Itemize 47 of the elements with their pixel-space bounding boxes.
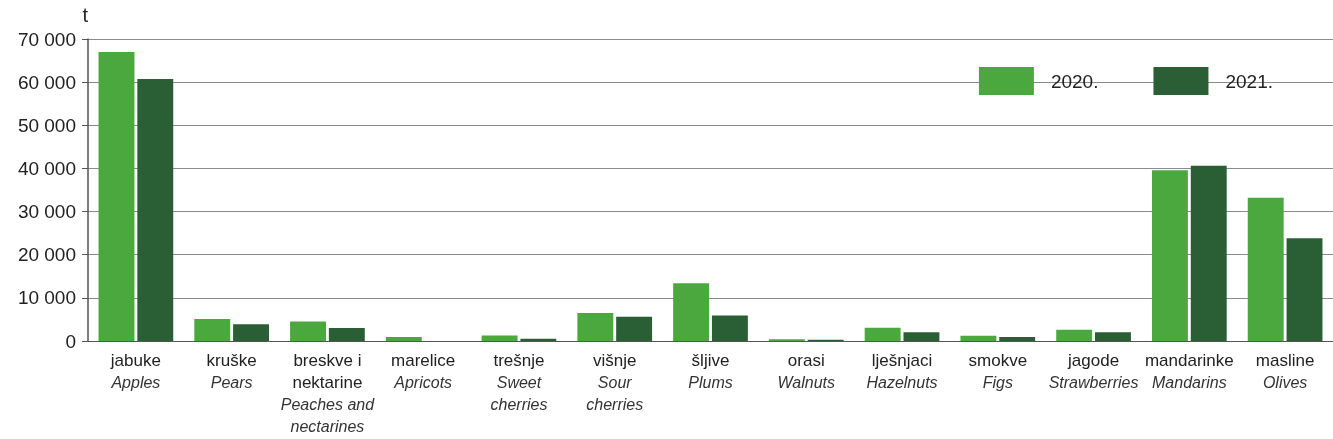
x-tick-label: masline Olives — [1255, 350, 1315, 391]
bar — [481, 335, 518, 341]
bar — [137, 79, 174, 341]
bar — [1247, 197, 1284, 341]
x-tick-label: marelice Apricots — [391, 350, 456, 391]
bar — [98, 51, 135, 341]
x-tick-label: višnje Sour cherries — [586, 350, 644, 413]
bar — [1056, 329, 1093, 341]
bar — [1190, 165, 1227, 341]
bar — [385, 337, 422, 341]
y-tick-label: 70 000 — [17, 28, 76, 50]
bar — [960, 335, 997, 341]
y-tick-label: 50 000 — [17, 114, 76, 136]
bar — [194, 319, 231, 341]
bar — [520, 338, 557, 341]
bar — [577, 312, 614, 341]
x-tick-label: breskve i nektarine Peaches and nectarines — [280, 350, 376, 435]
bar — [233, 324, 269, 341]
bar — [999, 337, 1036, 341]
bar — [864, 327, 901, 341]
x-tick-label: lješnjaci Hazelnuts — [866, 350, 938, 391]
x-tick-label: šljive Plums — [688, 350, 733, 391]
x-tick-label: smokve Figs — [968, 350, 1028, 391]
bar — [903, 332, 940, 341]
bar — [1095, 332, 1131, 341]
x-tick-label: jagode Strawberries — [1048, 350, 1139, 391]
y-tick-label: 0 — [65, 330, 76, 352]
bar — [1152, 170, 1188, 341]
y-tick-label: 30 000 — [17, 201, 76, 223]
y-tick-label: 40 000 — [17, 157, 76, 179]
bar — [673, 283, 710, 341]
x-tick-label: jabuke Apples — [109, 350, 161, 391]
x-tick-label: orasi Walnuts — [777, 350, 836, 391]
y-tick-label: 10 000 — [17, 287, 76, 309]
x-tick-label: trešnje Sweet cherries — [490, 350, 548, 413]
bar — [328, 328, 365, 341]
x-tick-label: mandarinke Mandarins — [1144, 350, 1234, 391]
bar — [1286, 238, 1323, 341]
y-tick-label: 20 000 — [17, 244, 76, 266]
bar — [711, 315, 748, 341]
legend-label: 2020. — [1050, 70, 1099, 92]
bar — [290, 321, 326, 341]
x-tick-label: kruške Pears — [206, 350, 257, 391]
bar — [616, 316, 653, 341]
y-tick-label: 60 000 — [17, 71, 76, 93]
legend-label: 2021. — [1225, 70, 1273, 92]
y-axis-title: t — [82, 4, 89, 26]
